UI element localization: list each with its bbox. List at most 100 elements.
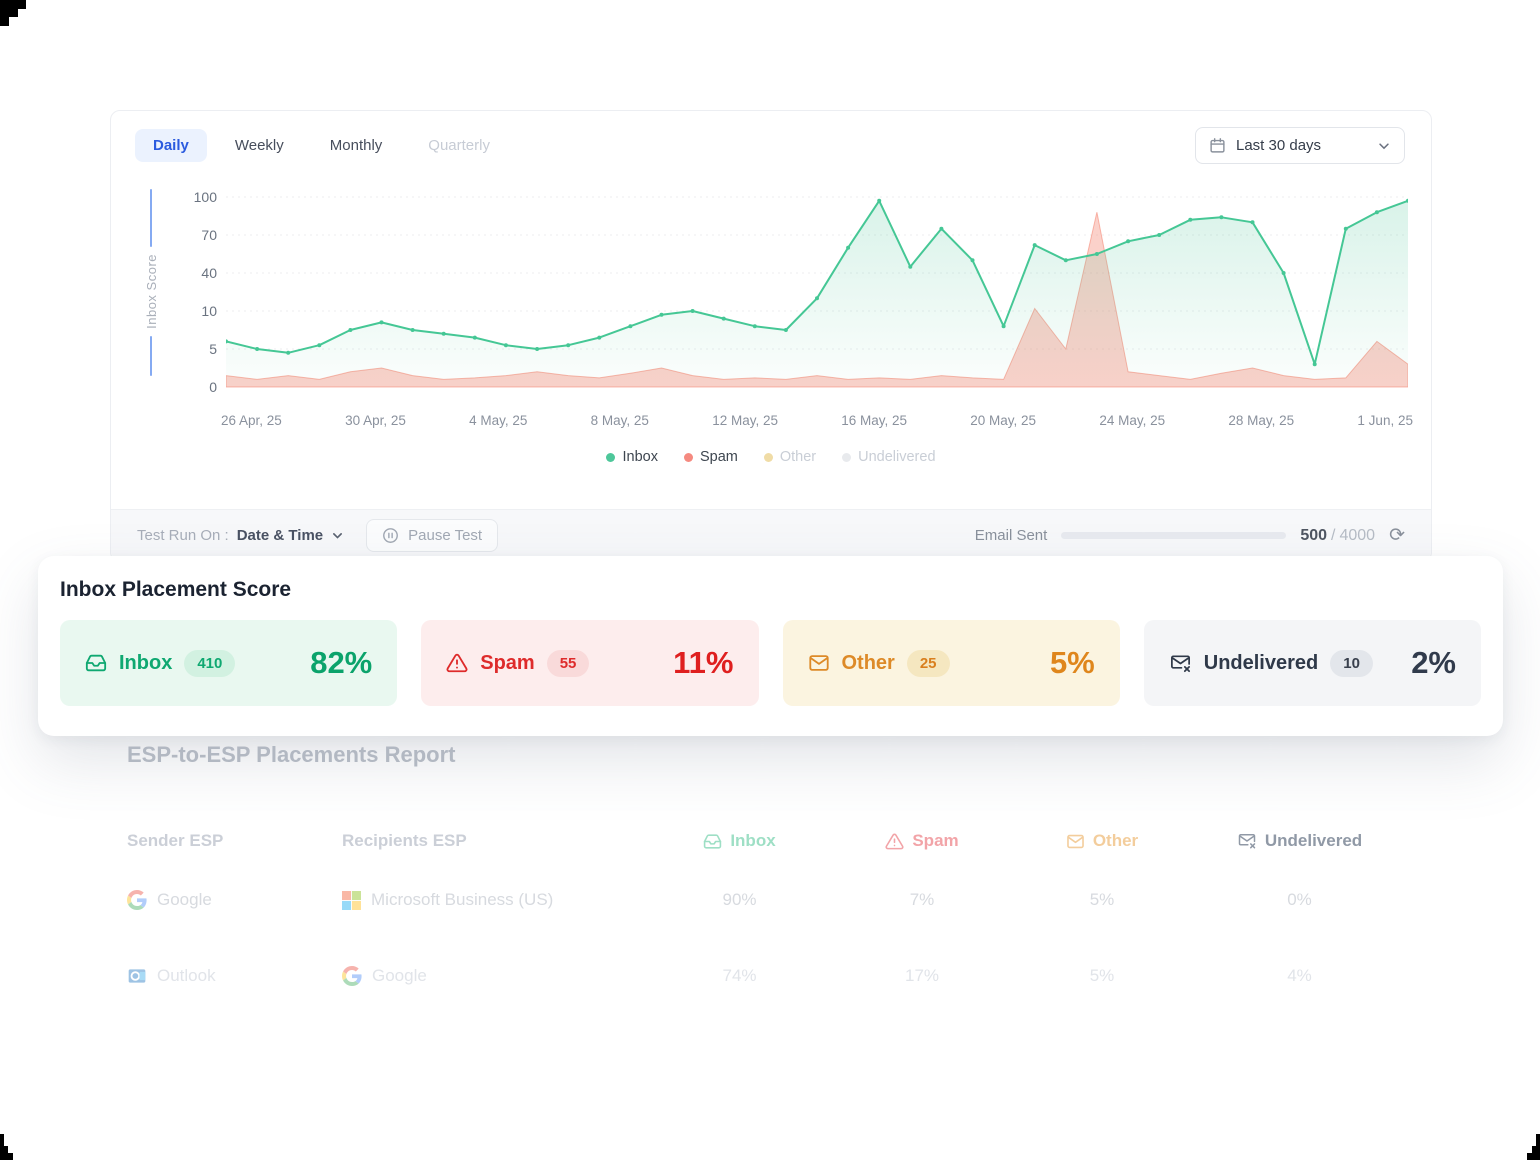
y-tick: 40 — [201, 265, 217, 281]
y-axis: Inbox Score — [143, 189, 159, 397]
esp-report-section: ESP-to-ESP Placements Report Sender ESP … — [127, 742, 1419, 1014]
x-tick: 24 May, 25 — [1099, 413, 1166, 428]
inbox-icon — [703, 832, 722, 851]
warning-triangle-icon — [446, 652, 468, 674]
legend-other[interactable]: Other — [763, 449, 816, 465]
y-axis-title: Inbox Score — [143, 254, 159, 329]
x-tick: 20 May, 25 — [970, 413, 1037, 428]
chart-legend: Inbox Spam Other Undelivered — [111, 449, 1431, 465]
col-header-undelivered: Undelivered — [1192, 820, 1407, 862]
y-axis-line-top — [149, 189, 153, 247]
inbox-placement-score-card: Inbox Placement Score Inbox 410 82% Spam… — [38, 556, 1503, 736]
table-row-2-sender: Outlook — [127, 938, 342, 1014]
x-tick: 28 May, 25 — [1228, 413, 1295, 428]
table-row-1-undelivered: 0% — [1287, 890, 1312, 909]
stat-label: Undelivered — [1203, 651, 1319, 674]
y-tick: 10 — [201, 303, 217, 319]
date-range-select[interactable]: Last 30 days — [1195, 127, 1405, 164]
stat-count-badge: 10 — [1330, 649, 1373, 677]
corner-artifact — [1527, 1153, 1540, 1160]
test-run-select[interactable]: Date & Time — [237, 527, 344, 544]
stat-percentage: 82% — [310, 645, 373, 680]
table-row-2-recipient: Google — [342, 938, 647, 1014]
x-tick-labels: 26 Apr, 25 30 Apr, 25 4 May, 25 8 May, 2… — [221, 413, 1413, 428]
legend-spam[interactable]: Spam — [683, 449, 738, 465]
y-tick: 5 — [209, 341, 217, 357]
stat-percentage: 5% — [1049, 645, 1095, 680]
x-tick: 12 May, 25 — [712, 413, 778, 428]
y-axis-line-bottom — [149, 335, 153, 376]
legend-dot-inbox — [606, 452, 616, 462]
tab-monthly[interactable]: Monthly — [312, 129, 401, 162]
x-tick: 1 Jun, 25 — [1357, 413, 1413, 428]
y-tick: 70 — [201, 227, 217, 243]
table-row-2-spam: 17% — [904, 966, 940, 985]
google-logo-icon — [127, 890, 147, 910]
corner-artifact — [0, 1153, 13, 1160]
y-tick: 0 — [209, 379, 217, 395]
microsoft-logo-icon — [342, 890, 361, 910]
stat-label: Other — [841, 651, 895, 674]
legend-dot-other — [763, 452, 773, 462]
col-header-recipient: Recipients ESP — [342, 831, 467, 850]
tab-quarterly[interactable]: Quarterly — [410, 129, 508, 162]
period-tabs: Daily Weekly Monthly Quarterly — [135, 129, 508, 162]
tab-weekly[interactable]: Weekly — [217, 129, 302, 162]
x-tick: 26 Apr, 25 — [221, 413, 282, 428]
stat-label: Inbox — [119, 651, 173, 674]
email-sent-separator: / — [1331, 526, 1336, 544]
table-row-1-inbox: 90% — [722, 890, 757, 909]
table-row-1-spam: 7% — [909, 890, 935, 909]
legend-dot-undelivered — [842, 452, 852, 462]
stat-label: Spam — [480, 651, 535, 674]
stat-percentage: 2% — [1411, 645, 1456, 680]
stat-percentage: 11% — [673, 645, 734, 680]
inbox-score-chart[interactable] — [226, 193, 1408, 393]
chart-svg — [226, 196, 1408, 388]
legend-inbox[interactable]: Inbox — [606, 449, 658, 465]
y-tick-labels: 100 70 40 10 5 0 — [159, 189, 217, 395]
mail-icon — [1066, 832, 1085, 851]
y-tick: 100 — [193, 189, 217, 205]
google-logo-icon — [342, 966, 362, 986]
placement-title: Inbox Placement Score — [60, 578, 292, 601]
chart-card: Daily Weekly Monthly Quarterly Last 30 d… — [110, 110, 1432, 562]
email-sent-group: Email Sent 500 / 4000 ⟳ — [975, 526, 1405, 545]
table-row-1-sender: Google — [127, 862, 342, 938]
x-tick: 30 Apr, 25 — [345, 413, 406, 428]
placement-cards: Inbox 410 82% Spam 55 11% Other 25 — [60, 620, 1481, 706]
corner-artifact — [0, 0, 9, 26]
warning-triangle-icon — [885, 832, 904, 851]
pause-test-button[interactable]: Pause Test — [366, 519, 499, 552]
email-sent-count: 500 — [1300, 526, 1328, 544]
mail-icon — [808, 652, 830, 674]
table-row-1-other: 5% — [1089, 890, 1115, 909]
esp-report-title: ESP-to-ESP Placements Report — [127, 742, 456, 767]
col-header-spam: Spam — [832, 820, 1012, 862]
refresh-icon[interactable]: ⟳ — [1389, 525, 1405, 546]
inbox-icon — [85, 652, 107, 674]
test-run-strip: Test Run On : Date & Time Pause Test Ema… — [111, 509, 1431, 561]
calendar-icon — [1209, 137, 1226, 154]
chevron-down-icon — [331, 529, 344, 542]
stat-card-other[interactable]: Other 25 5% — [782, 620, 1120, 706]
stat-card-inbox[interactable]: Inbox 410 82% — [60, 620, 398, 706]
outlook-logo-icon — [127, 966, 147, 986]
col-header-inbox: Inbox — [647, 820, 832, 862]
col-header-sender: Sender ESP — [127, 831, 224, 850]
pause-circle-icon — [382, 527, 399, 544]
tab-daily[interactable]: Daily — [135, 129, 207, 162]
email-sent-total: 4000 — [1339, 526, 1376, 544]
stat-card-undelivered[interactable]: Undelivered 10 2% — [1143, 620, 1481, 706]
chevron-down-icon — [1377, 139, 1391, 153]
x-tick: 16 May, 25 — [841, 413, 908, 428]
date-range-value: Last 30 days — [1236, 137, 1322, 154]
email-sent-progressbar — [1061, 532, 1287, 539]
x-tick: 8 May, 25 — [590, 413, 649, 428]
table-row-1-recipient: Microsoft Business (US) — [342, 862, 647, 938]
col-header-other: Other — [1012, 820, 1192, 862]
table-row-2-undelivered: 4% — [1287, 966, 1312, 985]
legend-undelivered[interactable]: Undelivered — [842, 449, 936, 465]
email-sent-label: Email Sent — [974, 527, 1048, 544]
stat-card-spam[interactable]: Spam 55 11% — [421, 620, 759, 706]
